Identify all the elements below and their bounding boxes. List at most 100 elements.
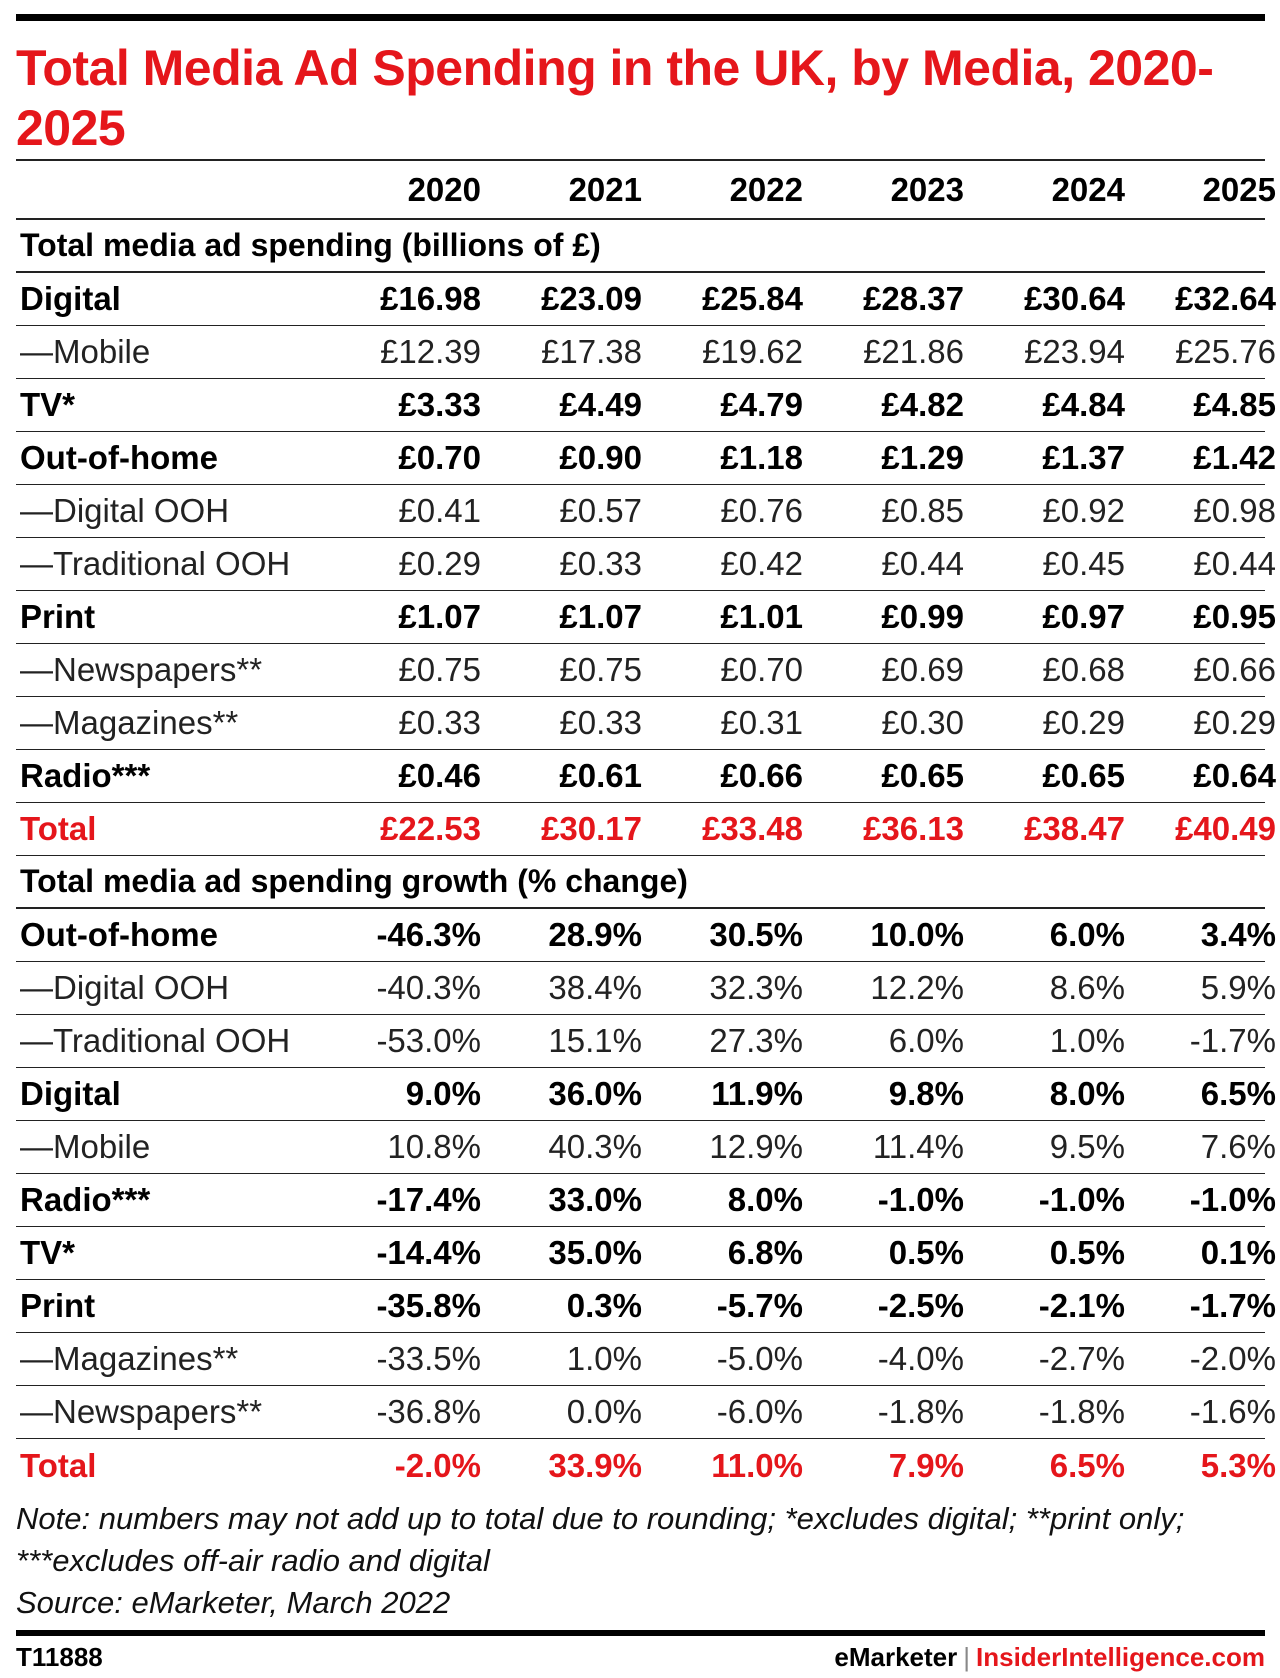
table-row: —Magazines** £0.33 £0.33 £0.31 £0.30 £0.29 £0.… <box>16 697 1276 750</box>
table-cell: 5.9% <box>1200 969 1276 1006</box>
table-cell: -1.0% <box>1038 1181 1125 1218</box>
column-header-2022: 2022 <box>729 170 803 208</box>
table-cell: £0.98 <box>1193 492 1276 529</box>
table-row: —Traditional OOH -53.0% 15.1% 27.3% 6.0% 1.0%… <box>16 1015 1276 1068</box>
table-cell: 6.0% <box>888 1022 964 1059</box>
table-cell: -33.5% <box>376 1340 481 1377</box>
row-label: Total <box>20 810 97 847</box>
table-cell: £33.48 <box>702 810 803 847</box>
table-cell: 9.0% <box>405 1075 481 1112</box>
table-cell: -4.0% <box>877 1340 964 1377</box>
table-row: Print -35.8% 0.3% -5.7% -2.5% -2.1% -1.7% <box>16 1280 1276 1333</box>
table-cell: £0.41 <box>398 492 481 529</box>
table-cell: -1.6% <box>1189 1393 1276 1430</box>
table-cell: 11.9% <box>711 1075 803 1112</box>
table-cell: -17.4% <box>376 1181 481 1218</box>
brand-emarketer: eMarketer <box>834 1642 958 1672</box>
table-cell: 32.3% <box>709 969 803 1006</box>
table-cell: £32.64 <box>1175 280 1276 317</box>
row-label: —Magazines** <box>20 704 239 741</box>
table-cell: -1.8% <box>877 1393 964 1430</box>
table-cell: £16.98 <box>380 280 481 317</box>
table-cell: £23.09 <box>541 280 642 317</box>
table-cell: £23.94 <box>1024 333 1125 370</box>
table-cell: £0.29 <box>1193 704 1276 741</box>
table-cell: -2.0% <box>1189 1340 1276 1377</box>
table-cell: £4.79 <box>720 386 803 423</box>
table-cell: -53.0% <box>376 1022 481 1059</box>
table-row: TV* £3.33 £4.49 £4.79 £4.82 £4.84 £4.85 <box>16 379 1276 432</box>
row-label: —Mobile <box>20 333 151 370</box>
table-cell: -2.7% <box>1038 1340 1125 1377</box>
table-cell: 0.3% <box>566 1287 642 1324</box>
table-cell: 5.3% <box>1200 1446 1276 1484</box>
table-cell: £0.69 <box>881 651 964 688</box>
table-cell: 3.4% <box>1200 916 1276 953</box>
table-cell: £0.30 <box>881 704 964 741</box>
table-cell: 6.0% <box>1049 916 1125 953</box>
table-cell: £1.18 <box>720 439 803 476</box>
table-cell: £0.75 <box>559 651 642 688</box>
table-cell: -2.0% <box>394 1446 481 1484</box>
table-cell: 8.0% <box>1049 1075 1125 1112</box>
section-heading-row: Total media ad spending growth (% change… <box>16 856 1265 909</box>
table-cell: £0.29 <box>1042 704 1125 741</box>
table-cell: £38.47 <box>1024 810 1125 847</box>
table-header-row: 2020 2021 2022 2023 2024 2025 <box>16 159 1276 220</box>
row-label: —Digital OOH <box>20 492 230 529</box>
table-cell: £0.33 <box>398 704 481 741</box>
table-cell: £12.39 <box>380 333 481 370</box>
table-cell: £0.64 <box>1193 757 1276 794</box>
table-cell: -1.8% <box>1038 1393 1125 1430</box>
table-cell: 27.3% <box>709 1022 803 1059</box>
table-cell: 11.4% <box>872 1128 964 1165</box>
table-cell: -2.5% <box>877 1287 964 1324</box>
table-cell: 36.0% <box>548 1075 642 1112</box>
table-row: —Mobile £12.39 £17.38 £19.62 £21.86 £23.94 £25… <box>16 326 1276 379</box>
table-cell: £4.84 <box>1042 386 1125 423</box>
table-cell: £0.99 <box>881 598 964 635</box>
table-cell: £0.95 <box>1193 598 1276 635</box>
table-cell: 35.0% <box>548 1234 642 1271</box>
table-cell: £0.33 <box>559 704 642 741</box>
table-cell: 0.0% <box>566 1393 642 1430</box>
table-row: Radio*** -17.4% 33.0% 8.0% -1.0% -1.0% -1.0% <box>16 1174 1276 1227</box>
table-cell: £0.76 <box>720 492 803 529</box>
table-cell: 9.8% <box>888 1075 964 1112</box>
table-cell: £36.13 <box>863 810 964 847</box>
source-text: Source: eMarketer, March 2022 <box>16 1585 451 1620</box>
brand-insider-intelligence: InsiderIntelligence.com <box>976 1642 1265 1672</box>
table-cell: -6.0% <box>716 1393 803 1430</box>
table-cell: -1.7% <box>1189 1022 1276 1059</box>
row-label: Out-of-home <box>20 439 218 476</box>
table-cell: £25.76 <box>1175 333 1276 370</box>
table-cell: -1.0% <box>877 1181 964 1218</box>
row-label: Out-of-home <box>20 916 218 953</box>
column-header-2021: 2021 <box>568 170 642 208</box>
table-cell: 38.4% <box>548 969 642 1006</box>
row-label: —Newspapers** <box>20 1393 263 1430</box>
column-header-2023: 2023 <box>890 170 964 208</box>
table-cell: £0.33 <box>559 545 642 582</box>
table-cell: £0.42 <box>720 545 803 582</box>
table-cell: 33.0% <box>548 1181 642 1218</box>
column-header-2025: 2025 <box>1202 170 1276 208</box>
table-cell: £0.29 <box>398 545 481 582</box>
table-cell: 9.5% <box>1049 1128 1125 1165</box>
table-cell: £0.45 <box>1042 545 1125 582</box>
table-cell: £0.70 <box>720 651 803 688</box>
table-cell: -1.0% <box>1189 1181 1276 1218</box>
row-label: TV* <box>20 386 76 423</box>
chart-title: Total Media Ad Spending in the UK, by Me… <box>16 40 1214 156</box>
table-cell: £17.38 <box>541 333 642 370</box>
table-cell: £0.68 <box>1042 651 1125 688</box>
brand-footer[interactable]: eMarketer | InsiderIntelligence.com <box>834 1642 1265 1673</box>
table-cell: 10.8% <box>387 1128 481 1165</box>
table-row: Total £22.53 £30.17 £33.48 £36.13 £38.47 £40.4… <box>16 803 1276 856</box>
table-cell: £30.64 <box>1024 280 1125 317</box>
table-cell: £40.49 <box>1175 810 1276 847</box>
table-cell: 0.5% <box>888 1234 964 1271</box>
row-label: —Mobile <box>20 1128 151 1165</box>
section-heading-row: Total media ad spending (billions of £) <box>16 220 1265 273</box>
table-cell: £0.75 <box>398 651 481 688</box>
